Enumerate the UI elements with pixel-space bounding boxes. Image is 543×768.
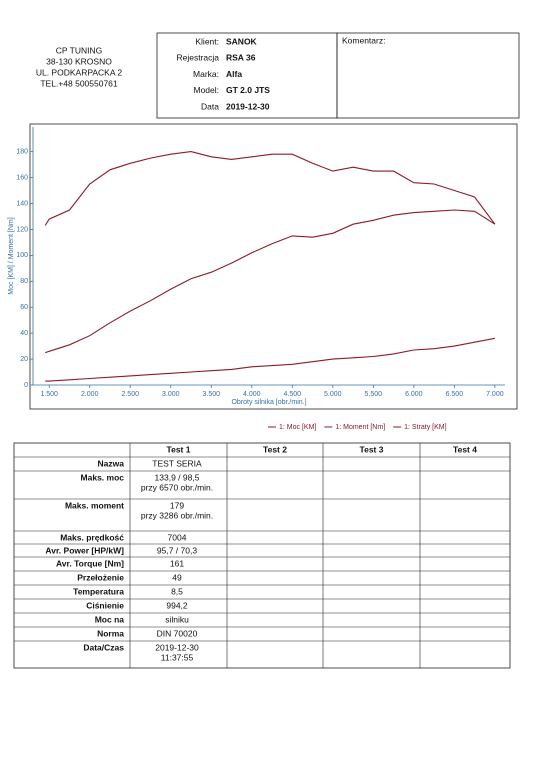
cell-value: 2019-12-30	[155, 642, 199, 652]
field-value: 2019-12-30	[226, 101, 270, 111]
company-line: TEL.+48 500550761	[40, 78, 118, 88]
y-axis-title: Moc [KM] / Moment [Nm]	[8, 217, 15, 294]
x-tick-label: 5.500	[365, 391, 383, 398]
row-label: Avr. Power [HP/kW]	[45, 545, 124, 555]
y-tick-label: 140	[16, 200, 28, 207]
cell-value: 95,7 / 70,3	[157, 545, 197, 555]
comment-label: Komentarz:	[342, 35, 385, 45]
data-line	[44, 151, 496, 226]
cell-value: silniku	[165, 614, 189, 624]
cell-value: 161	[170, 558, 184, 568]
x-tick-label: 3.500	[203, 391, 221, 398]
x-tick-label: 5.000	[324, 391, 342, 398]
legend-label: 1: Moc [KM]	[279, 424, 316, 431]
cell-value: 8,5	[171, 586, 183, 596]
column-header: Test 1	[167, 444, 191, 454]
row-label: Moc na	[95, 614, 125, 624]
y-tick-label: 0	[24, 382, 28, 389]
legend-label: 1: Straty [KM]	[404, 424, 446, 431]
column-header: Test 3	[360, 444, 384, 454]
x-axis-title: Obroty silnika [obr./min.]	[231, 399, 306, 406]
row-label: Nazwa	[98, 458, 125, 468]
x-tick-label: 6.000	[405, 391, 423, 398]
y-tick-label: 180	[16, 148, 28, 155]
cell-value: 994,2	[166, 600, 188, 610]
cell-value: przy 3286 obr./min.	[141, 510, 213, 520]
cell-value: 49	[172, 572, 182, 582]
cell-value: TEST SERIA	[152, 458, 202, 468]
y-tick-label: 20	[20, 356, 28, 363]
y-tick-label: 60	[20, 304, 28, 311]
field-label: Rejestracja	[176, 53, 219, 63]
x-tick-label: 3.000	[162, 391, 180, 398]
company-line: CP TUNING	[56, 45, 102, 55]
x-tick-label: 2.500	[121, 391, 139, 398]
cell-value: 179	[170, 500, 184, 510]
column-header: Test 4	[453, 444, 477, 454]
cell-value: DIN 70020	[157, 628, 198, 638]
row-label: Avr. Torque [Nm]	[56, 558, 124, 568]
field-label: Marka:	[193, 69, 219, 79]
field-label: Model:	[193, 85, 219, 95]
chart-frame	[29, 123, 518, 410]
row-label: Maks. moment	[65, 500, 124, 510]
cell-value: przy 6570 obr./min.	[141, 482, 213, 492]
row-label: Maks. moc	[81, 472, 125, 482]
row-label: Data/Czas	[83, 642, 124, 652]
field-value: GT 2.0 JTS	[226, 85, 270, 95]
row-label: Maks. prędkość	[60, 532, 124, 542]
x-tick-label: 1.500	[40, 391, 58, 398]
comment-box	[336, 32, 520, 119]
field-value: Alfa	[226, 69, 242, 79]
table-frame	[13, 442, 511, 669]
cell-value: 11:37:55	[161, 652, 194, 662]
field-value: RSA 36	[226, 53, 256, 63]
row-label: Przełożenie	[77, 572, 124, 582]
data-line	[45, 337, 496, 382]
field-value: SANOK	[226, 36, 258, 46]
y-tick-label: 40	[20, 330, 28, 337]
row-label: Temperatura	[73, 586, 124, 596]
x-tick-label: 4.000	[243, 391, 261, 398]
field-label: Data	[201, 101, 219, 111]
cell-value: 7004	[168, 532, 187, 542]
legend-label: 1: Moment [Nm]	[335, 424, 385, 431]
cell-value: 133,9 / 98,5	[155, 472, 200, 482]
field-label: Klient:	[195, 36, 219, 46]
company-line: UL. PODKARPACKA 2	[36, 67, 123, 77]
y-tick-label: 100	[16, 252, 28, 259]
x-tick-label: 2.000	[81, 391, 99, 398]
x-tick-label: 4.500	[284, 391, 302, 398]
column-header: Test 2	[263, 444, 287, 454]
y-tick-label: 80	[20, 278, 28, 285]
y-tick-label: 120	[16, 226, 28, 233]
data-line	[45, 209, 496, 354]
company-line: 38-130 KROSNO	[46, 56, 112, 66]
y-tick-label: 160	[16, 174, 28, 181]
row-label: Ciśnienie	[86, 600, 124, 610]
row-label: Norma	[97, 628, 124, 638]
x-tick-label: 6.500	[446, 391, 464, 398]
x-tick-label: 7.000	[486, 391, 504, 398]
